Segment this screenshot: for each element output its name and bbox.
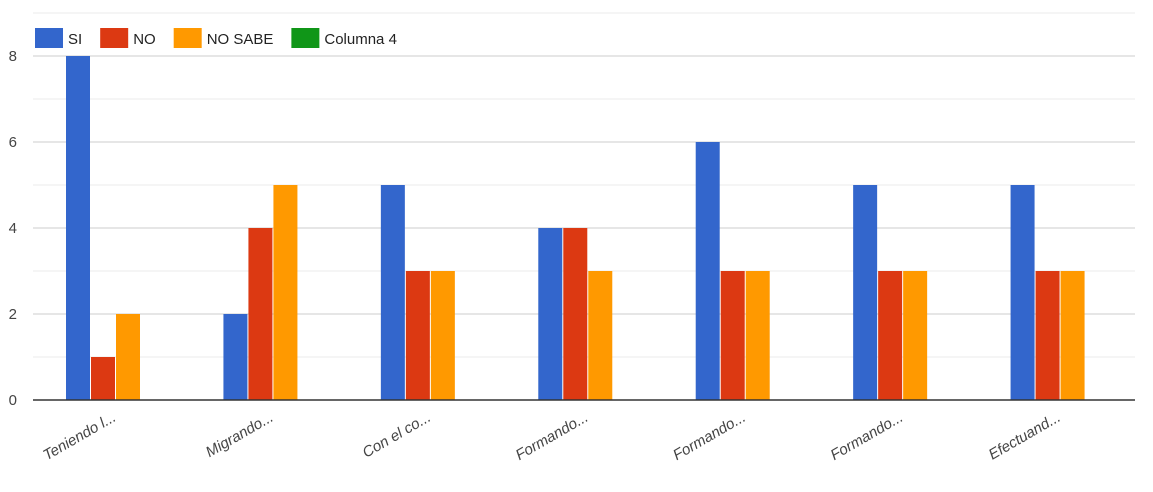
legend-label: SI: [68, 31, 82, 48]
bar-no: [248, 228, 273, 400]
x-tick-label: Formando...: [513, 409, 592, 464]
x-tick-label: Migrando...: [203, 409, 276, 461]
legend-label: Columna 4: [324, 31, 397, 48]
legend-swatch: [291, 28, 320, 48]
x-tick-label: Formando...: [828, 409, 907, 464]
y-tick-label: 6: [9, 134, 17, 151]
legend-swatch: [100, 28, 129, 48]
x-tick-label: Efectuand...: [986, 409, 1064, 464]
bar-si: [695, 142, 720, 400]
legend-item: NO SABE: [173, 28, 274, 48]
bar-si: [853, 185, 878, 400]
legend-swatch: [173, 28, 202, 48]
bar-no: [720, 271, 745, 400]
y-axis-ticks: 0 2 4 6 8: [9, 48, 17, 409]
bar-si: [538, 228, 563, 400]
legend-item: SI: [35, 28, 82, 48]
bar-no-sabe: [1060, 271, 1085, 400]
bar-no: [878, 271, 903, 400]
grid-lines: [33, 12, 1135, 358]
bar-no-sabe: [745, 271, 770, 400]
legend-item: Columna 4: [291, 28, 397, 48]
x-tick-label: Teniendo l...: [40, 409, 119, 464]
x-tick-label: Formando...: [670, 409, 749, 464]
bar-no-sabe: [903, 271, 928, 400]
legend-swatch: [35, 28, 63, 48]
bar-si: [380, 185, 405, 400]
bars: [66, 56, 1085, 400]
bar-no: [405, 271, 430, 400]
legend-label: NO: [133, 31, 156, 48]
legend: SI NO NO SABE Columna 4: [35, 28, 397, 48]
y-tick-label: 2: [9, 306, 17, 323]
bar-no: [91, 357, 115, 400]
bar-no-sabe: [588, 271, 613, 400]
x-tick-label: Con el co...: [360, 409, 434, 462]
bar-si: [1010, 185, 1035, 400]
y-tick-label: 8: [9, 48, 17, 65]
legend-label: NO SABE: [207, 31, 274, 48]
legend-item: NO: [100, 28, 156, 48]
y-tick-label: 0: [9, 392, 17, 409]
bar-si: [66, 56, 90, 400]
bar-no-sabe: [273, 185, 298, 400]
bar-no-sabe: [430, 271, 455, 400]
bar-si: [223, 314, 248, 400]
bar-no: [1035, 271, 1060, 400]
x-axis-ticks: Teniendo l... Migrando... Con el co... Form…: [40, 409, 1063, 464]
bar-no-sabe: [116, 314, 140, 400]
bar-no: [563, 228, 588, 400]
y-tick-label: 4: [9, 220, 17, 237]
